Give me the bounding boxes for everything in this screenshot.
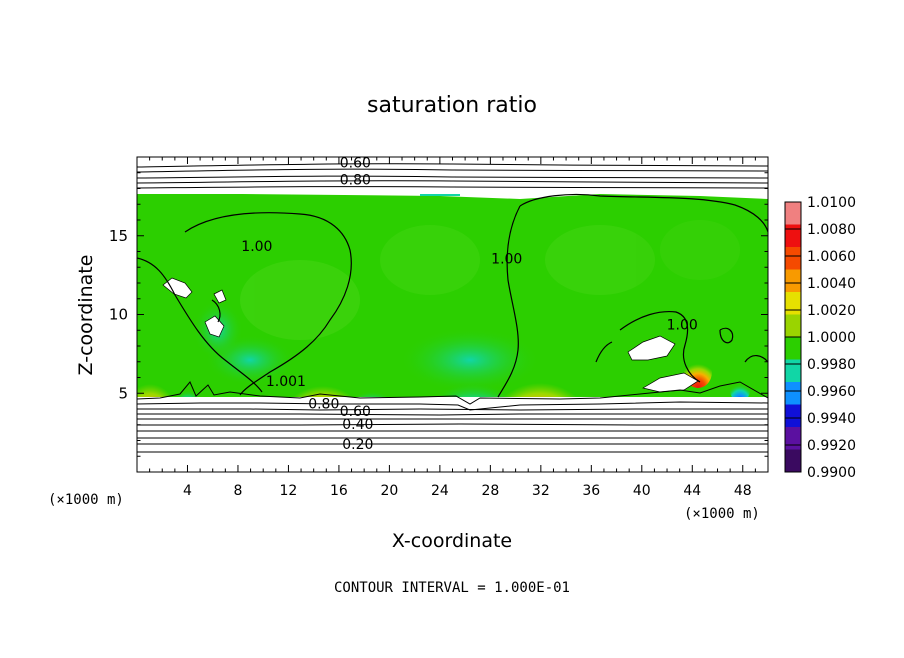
x-tick-label: 12 [280,483,298,499]
contour-label: 1.001 [266,374,306,390]
colorbar-segment [785,269,801,293]
x-tick-label: 8 [233,483,242,499]
contour-label: 1.00 [241,239,272,255]
chart-title: saturation ratio [367,93,537,118]
y-axis: 5 10 15 [109,172,768,457]
contour-label: 0.40 [342,417,373,433]
colorbar-label: 0.9900 [807,465,856,481]
colorbar: 1.0100 1.0080 1.0060 1.0040 1.0020 1.0000 0.99… [784,195,856,481]
colorbar-label: 0.9980 [807,357,856,373]
colorbar-label: 1.0040 [807,276,856,292]
colorbar-segment [785,427,801,450]
x-axis-label: X-coordinate [392,530,512,552]
colorbar-label: 1.0100 [807,195,856,211]
colorbar-segment [785,292,801,315]
saturated-region [137,193,768,398]
colorbar-segment [785,247,801,270]
y-tick-label: 15 [109,227,128,245]
colorbar-segment [785,337,801,360]
lower-contours [137,381,768,453]
colorbar-label: 1.0080 [807,222,856,238]
colorbar-label: 0.9960 [807,384,856,400]
contour-label: 1.00 [667,318,698,334]
x-tick-label: 36 [582,483,600,499]
x-tick-label: 16 [330,483,348,499]
y-tick-label: 10 [109,306,128,324]
colorbar-segment [785,202,801,225]
colorbar-label: 0.9920 [807,438,856,454]
contour-label: 1.00 [491,251,522,267]
colorbar-label: 1.0060 [807,249,856,265]
colorbar-label: 1.0020 [807,303,856,319]
contour-label: 0.80 [308,396,339,412]
colorbar-segment [785,224,801,248]
y-tick-label: 5 [118,384,128,402]
blue-top-edge [420,193,460,196]
z-unit-label: (×1000 m) [48,492,124,508]
x-tick-label: 20 [380,483,398,499]
contour-label: 0.80 [340,173,371,189]
low-saturation-zone [400,328,540,392]
saturation-contours [137,193,768,398]
contour-label: 0.60 [340,404,371,420]
x-tick-label: 40 [633,483,651,499]
x-tick-label: 28 [481,483,499,499]
contour-label: 0.20 [342,437,373,453]
x-tick-label: 48 [734,483,752,499]
contour-label: 0.60 [340,155,371,171]
x-tick-label: 4 [183,483,192,499]
colorbar-label: 1.0000 [807,330,856,346]
x-tick-label: 32 [532,483,550,499]
colorbar-segment [785,449,801,473]
colorbar-segment [785,382,801,405]
cloud-patches [162,277,699,393]
colorbar-label: 0.9940 [807,411,856,427]
x-axis: 4 8 12 16 20 24 28 32 36 40 44 48 [149,157,756,499]
subsaturation-bump [730,378,750,402]
x-unit-label: (×1000 m) [684,506,760,522]
upper-dry-layer [137,157,768,194]
x-tick-label: 44 [683,483,701,499]
x-tick-label: 24 [431,483,449,499]
colorbar-segment [785,359,801,383]
upper-contours [137,163,768,189]
contour-interval-note: CONTOUR INTERVAL = 1.000E-01 [334,580,570,596]
plot-area [137,157,768,472]
colorbar-segment [785,404,801,428]
lower-dry-layer [137,397,768,472]
colorbar-segment [785,314,801,338]
y-axis-label: Z-coordinate [75,255,97,376]
